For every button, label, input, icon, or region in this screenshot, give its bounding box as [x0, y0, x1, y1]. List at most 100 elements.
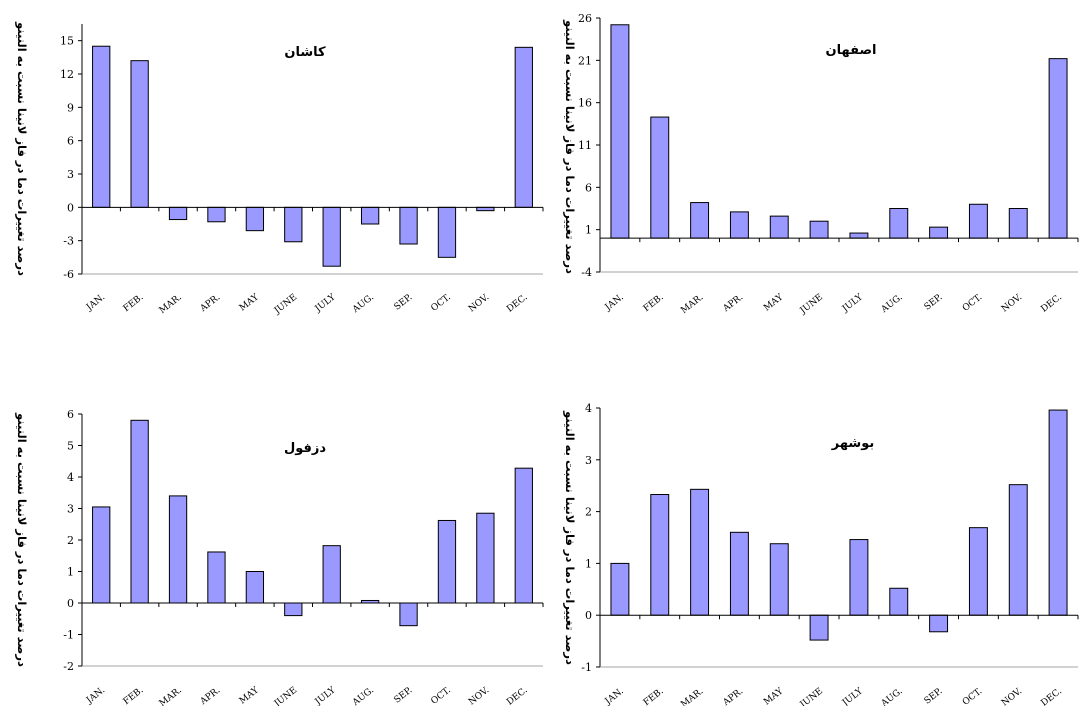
y-tick-label: 3 — [585, 454, 592, 467]
bar-bushehr-july — [849, 539, 869, 616]
x-category-label: NOV. — [467, 685, 491, 706]
y-tick-label: 4 — [585, 402, 592, 415]
bar-isfahan-mar — [690, 202, 710, 239]
chart-bushehr: 4 3 2 1 0 -1 JAN. FEB. MAR. APR. MAY JUNE JULY AUG. SE… — [562, 402, 1079, 706]
bar-bushehr-dec — [1048, 409, 1068, 616]
x-category-label: JUNE — [798, 292, 825, 316]
x-category-label: SEP. — [393, 292, 415, 312]
x-category-label: JAN. — [84, 292, 107, 313]
chart-title: دزفول — [284, 441, 326, 456]
y-tick-label: 26 — [578, 12, 592, 25]
x-category-label: APR. — [721, 686, 746, 706]
x-category-label: MAR. — [158, 685, 184, 706]
y-tick-label: -3 — [63, 235, 74, 248]
x-category-label: MAY — [762, 292, 786, 314]
bar-dezful-july — [322, 545, 341, 604]
y-tick-label: 6 — [67, 135, 74, 148]
x-category-label: MAR. — [679, 292, 705, 316]
bar-dezful-apr — [207, 551, 226, 604]
y-tick-label: 2 — [67, 534, 74, 547]
bar-bushehr-oct — [968, 527, 988, 616]
x-category-label: OCT. — [429, 685, 452, 706]
bar-kashan-apr — [207, 206, 226, 223]
x-category-label: JUNE — [272, 685, 299, 706]
bar-bushehr-feb — [650, 494, 670, 616]
bar-isfahan-dec — [1048, 58, 1068, 239]
bar-dezful-sep — [399, 602, 418, 627]
y-tick-label: 3 — [67, 168, 74, 181]
x-category-label: NOV. — [467, 292, 491, 314]
y-tick-label: 11 — [578, 139, 592, 152]
y-axis-label: درصد تغییرات دما در فاز لانینا نسبت به ا… — [562, 410, 577, 665]
bar-isfahan-aug — [889, 208, 909, 239]
chart-dezful: 6 5 4 3 2 1 0 -1 -2 JAN. FEB. MAR. APR. MAY JUNE JULY AU… — [14, 408, 544, 706]
x-category-label: JULY — [313, 685, 339, 706]
bar-dezful-may — [245, 571, 265, 604]
x-category-label: MAR. — [679, 686, 705, 706]
x-category-label: APR. — [721, 292, 746, 314]
y-tick-label: 16 — [578, 97, 592, 110]
bar-kashan-sep — [399, 206, 418, 245]
x-category-label: MAY — [238, 292, 262, 314]
y-tick-label: -6 — [63, 268, 74, 281]
x-category-label: AUG. — [350, 685, 376, 706]
x-category-label: AUG. — [350, 292, 376, 315]
x-category-label: JUNE — [272, 292, 299, 316]
bar-bushehr-may — [769, 543, 789, 616]
bar-kashan-feb — [130, 60, 149, 208]
chart-title: کاشان — [284, 45, 326, 60]
bar-bushehr-apr — [729, 531, 749, 616]
x-category-label: APR. — [198, 685, 223, 706]
x-category-label: OCT. — [429, 292, 452, 313]
bar-dezful-dec — [514, 467, 533, 604]
bar-kashan-dec — [514, 46, 533, 208]
bar-dezful-nov — [476, 512, 495, 604]
y-tick-label: 3 — [67, 503, 74, 516]
y-tick-label: 1 — [585, 557, 592, 570]
x-category-label: FEB. — [122, 685, 146, 706]
y-axis-label: درصد تغییرات دما در فاز لانینا نسبت به ا… — [562, 19, 577, 274]
y-tick-label: -1 — [581, 661, 592, 674]
bar-isfahan-june — [809, 220, 829, 239]
y-tick-label: -4 — [581, 266, 592, 279]
x-category-label: OCT. — [961, 292, 984, 313]
y-tick-label: 6 — [585, 181, 592, 194]
chart-isfahan: 26 21 16 11 6 1 -4 JAN. FEB. MAR. APR. MAY JUNE JULY A… — [562, 12, 1079, 317]
bar-isfahan-sep — [929, 226, 949, 239]
x-category-label: NOV. — [1000, 292, 1024, 314]
bar-dezful-jan — [92, 506, 111, 604]
bar-bushehr-nov — [1008, 484, 1028, 616]
bar-bushehr-june — [809, 614, 829, 641]
x-category-label: FEB. — [642, 686, 666, 706]
x-category-label: JULY — [313, 292, 339, 315]
x-category-label: JUNE — [798, 686, 825, 706]
x-category-label: MAR. — [158, 292, 184, 316]
y-tick-label: 5 — [67, 440, 74, 453]
y-tick-label: 4 — [67, 471, 74, 484]
x-category-label: JULY — [840, 686, 866, 706]
bar-kashan-july — [322, 206, 341, 267]
x-category-label: DEC. — [1039, 686, 1064, 706]
y-tick-label: 15 — [60, 35, 74, 48]
x-category-label: MAY — [238, 685, 262, 706]
bar-kashan-june — [284, 206, 303, 243]
bar-kashan-may — [245, 206, 265, 232]
x-category-label: JAN. — [603, 292, 626, 313]
x-category-label: SEP. — [393, 685, 415, 705]
x-category-label: JAN. — [603, 686, 626, 706]
bar-isfahan-nov — [1008, 208, 1028, 239]
bar-isfahan-oct — [968, 203, 988, 239]
y-tick-label: 6 — [67, 408, 74, 421]
bar-dezful-mar — [168, 495, 188, 604]
y-tick-label: 12 — [60, 68, 74, 81]
y-tick-label: 9 — [67, 101, 74, 114]
bar-bushehr-aug — [889, 587, 909, 616]
x-category-label: DEC. — [1039, 292, 1064, 314]
x-category-label: DEC. — [505, 685, 530, 706]
bar-isfahan-may — [769, 215, 789, 239]
bar-dezful-oct — [437, 519, 457, 604]
y-tick-label: 1 — [67, 566, 74, 579]
chart-title: بوشهر — [831, 436, 875, 451]
bar-isfahan-july — [849, 232, 869, 239]
x-category-label: AUG. — [879, 292, 905, 315]
